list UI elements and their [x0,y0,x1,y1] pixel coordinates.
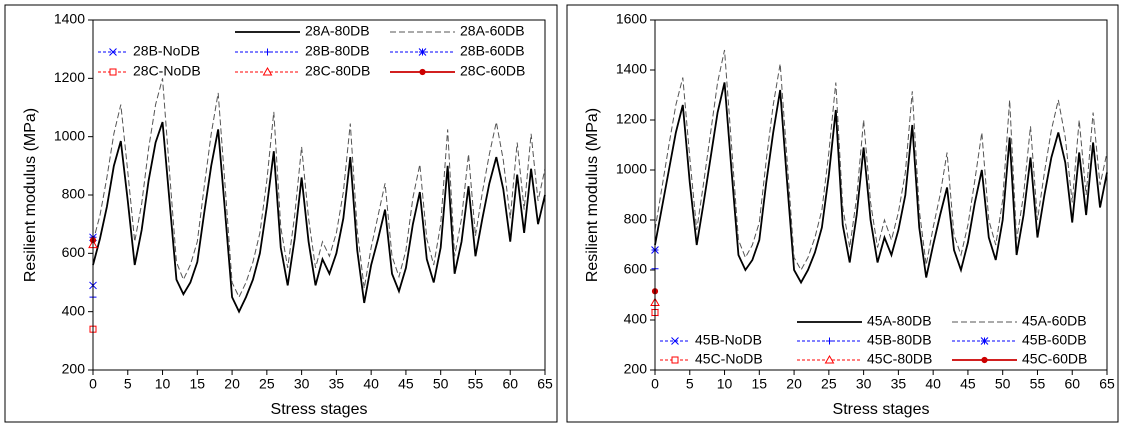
y-tick-label: 600 [624,261,648,277]
legend-label: 28A-60DB [460,23,525,39]
legend-label: 45B-NoDB [695,332,762,348]
chart-panel: 200 400 600 800 1000 1200 1400 0 5 10 15 20 25 30 35 40… [4,4,558,423]
y-tick-label: 200 [62,361,86,377]
y-tick-label: 400 [62,302,86,318]
y-axis-label: Resilient modulus (MPa) [584,108,601,282]
x-tick-label: 35 [329,376,345,392]
legend-label: 28A-80DB [305,23,370,39]
series-line [92,121,546,314]
y-tick-label: 1000 [54,127,85,143]
x-tick-label: 55 [468,376,484,392]
x-tick-label: 45 [398,376,414,392]
x-tick-label: 35 [891,376,907,392]
x-tick-label: 65 [1099,376,1115,392]
x-tick-label: 5 [686,376,694,392]
legend-label: 28B-NoDB [133,43,200,59]
x-tick-label: 30 [856,376,872,392]
legend-label: 28C-80DB [305,63,370,79]
marker [262,66,273,76]
x-tick-label: 30 [294,376,310,392]
x-axis-label: Stress stages [833,401,930,418]
x-tick-label: 55 [1030,376,1046,392]
x-tick-label: 15 [752,376,768,392]
marker [419,68,426,76]
y-tick-label: 1000 [616,161,647,177]
y-tick-label: 200 [624,361,648,377]
marker [109,48,117,56]
legend-label: 28B-80DB [305,43,370,59]
x-tick-label: 0 [89,376,97,392]
x-tick-label: 65 [537,376,553,392]
marker [980,337,989,345]
x-tick-label: 10 [717,376,733,392]
marker [981,356,988,364]
series-line [654,49,1108,272]
y-axis-label: Resilient modulus (MPa) [22,108,39,282]
y-tick-label: 1200 [616,111,647,127]
x-tick-label: 50 [995,376,1011,392]
y-tick-label: 800 [62,186,86,202]
legend-label: 28B-60DB [460,43,525,59]
legend-label: 45C-60DB [1022,351,1087,367]
y-tick-label: 800 [624,211,648,227]
y-tick-label: 1400 [616,61,647,77]
legend-label: 45C-NoDB [695,351,763,367]
legend-label: 45C-80DB [867,351,932,367]
y-tick-label: 1400 [54,11,85,27]
series-line [654,82,1108,285]
legend-label: 45B-80DB [867,332,932,348]
x-tick-label: 10 [155,376,171,392]
y-tick-label: 1200 [54,69,85,85]
marker [418,48,427,56]
x-tick-label: 50 [433,376,449,392]
marker [109,68,117,76]
legend-label: 45A-80DB [867,313,932,329]
x-axis-label: Stress stages [271,401,368,418]
x-tick-label: 40 [363,376,379,392]
x-tick-label: 0 [651,376,659,392]
legend-label: 28C-NoDB [133,63,201,79]
y-tick-label: 400 [624,311,648,327]
chart-panel: 200 400 600 800 1000 1200 1400 1600 0 5 10 15 20 25 30… [566,4,1119,423]
y-tick-label: 1600 [616,11,647,27]
x-tick-label: 60 [502,376,518,392]
legend-label: 45B-60DB [1022,332,1087,348]
series-line [92,78,546,299]
x-tick-label: 25 [259,376,275,392]
plot-frame [92,19,546,371]
x-tick-label: 60 [1064,376,1080,392]
marker [824,354,835,364]
marker [264,48,271,56]
x-tick-label: 45 [960,376,976,392]
x-tick-label: 25 [821,376,837,392]
marker [671,356,679,364]
marker [671,337,679,345]
legend-label: 45A-60DB [1022,313,1087,329]
x-tick-label: 5 [124,376,132,392]
x-tick-label: 20 [786,376,802,392]
y-tick-label: 600 [62,244,86,260]
marker [826,337,833,345]
x-tick-label: 40 [925,376,941,392]
x-tick-label: 15 [190,376,206,392]
legend-label: 28C-60DB [460,63,525,79]
x-tick-label: 20 [224,376,240,392]
plot-frame [654,19,1108,371]
